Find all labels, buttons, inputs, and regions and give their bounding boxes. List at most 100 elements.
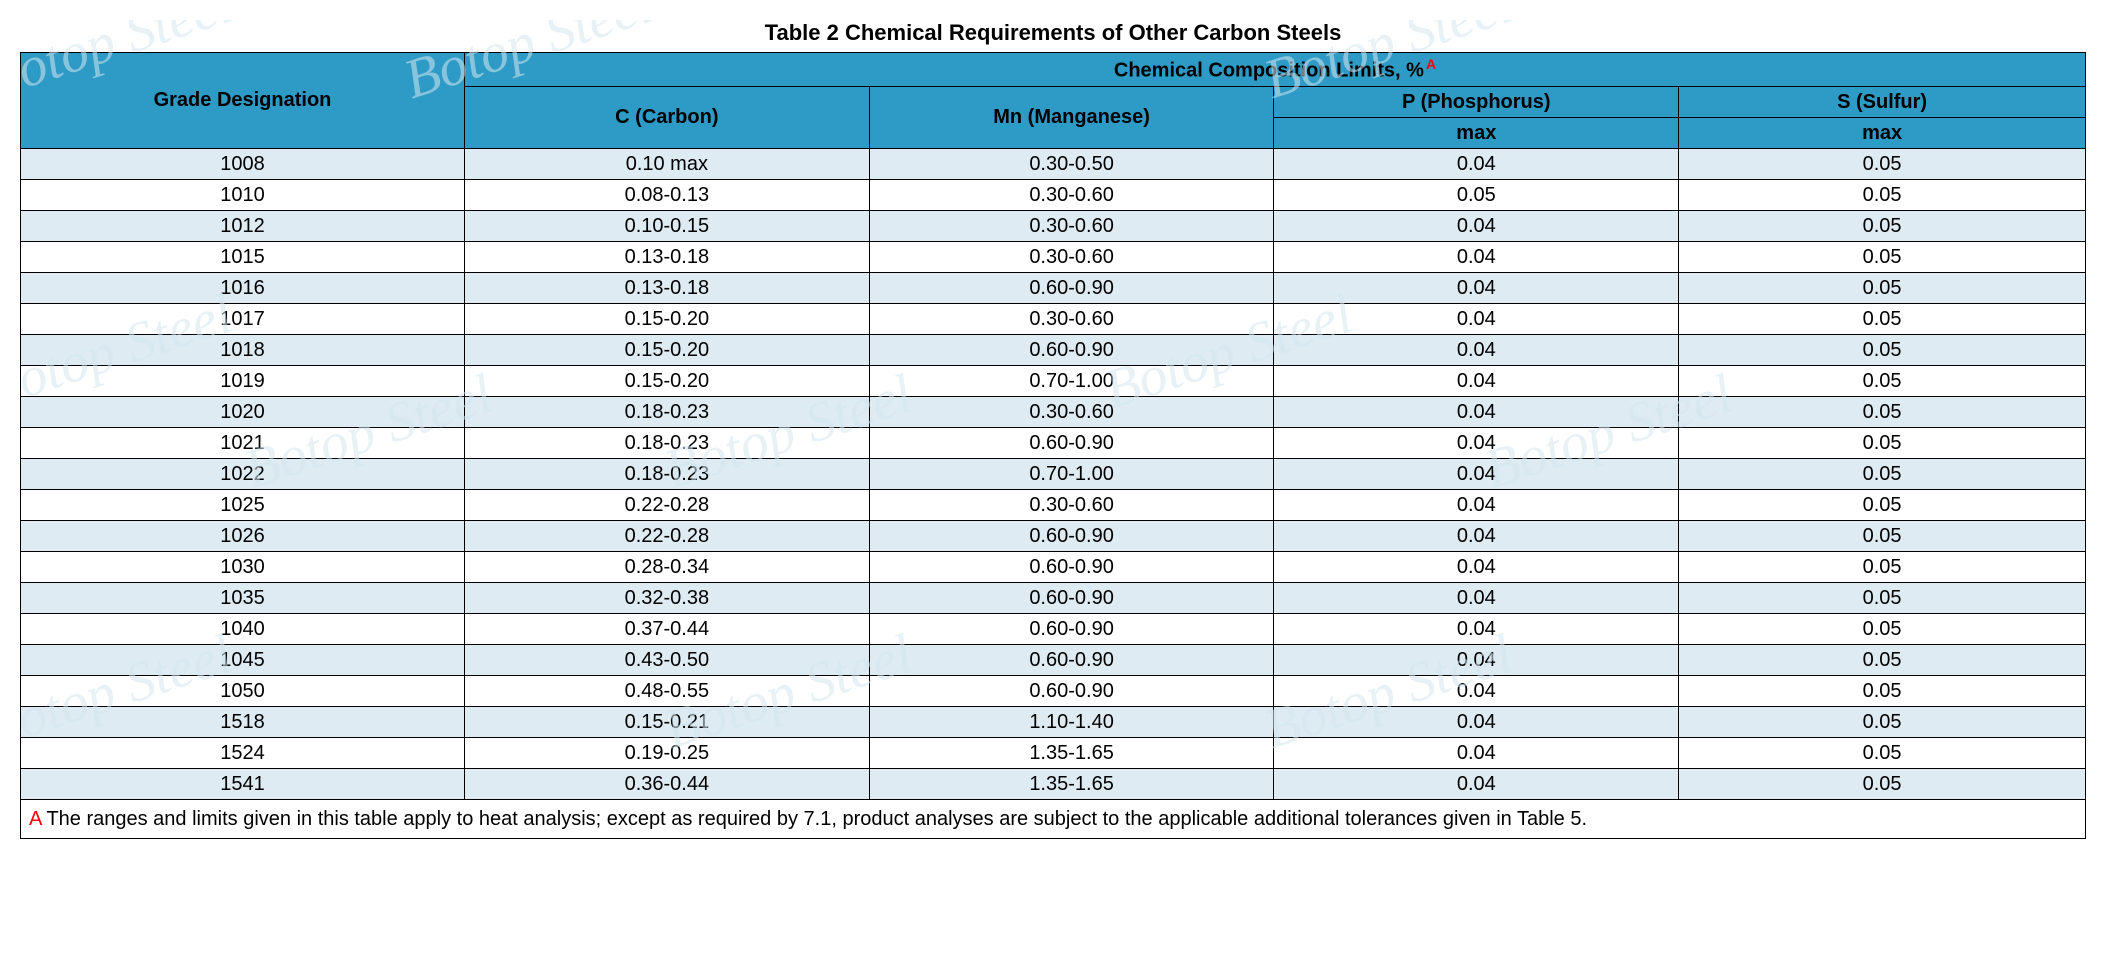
cell-grade: 1020 [21, 396, 465, 427]
table-row: 10210.18-0.230.60-0.900.040.05 [21, 427, 2086, 458]
cell-grade: 1015 [21, 241, 465, 272]
cell-s: 0.05 [1679, 365, 2086, 396]
cell-p: 0.04 [1274, 210, 1679, 241]
cell-mn: 0.60-0.90 [869, 582, 1274, 613]
cell-s: 0.05 [1679, 644, 2086, 675]
cell-grade: 1026 [21, 520, 465, 551]
cell-p: 0.04 [1274, 458, 1679, 489]
cell-mn: 0.60-0.90 [869, 334, 1274, 365]
cell-s: 0.05 [1679, 613, 2086, 644]
cell-mn: 0.70-1.00 [869, 365, 1274, 396]
composition-title-text: Chemical Composition Limits, % [1114, 60, 1424, 82]
cell-s: 0.05 [1679, 334, 2086, 365]
cell-s: 0.05 [1679, 179, 2086, 210]
cell-grade: 1524 [21, 737, 465, 768]
cell-s: 0.05 [1679, 303, 2086, 334]
cell-p: 0.04 [1274, 613, 1679, 644]
table-row: 10160.13-0.180.60-0.900.040.05 [21, 272, 2086, 303]
cell-s: 0.05 [1679, 272, 2086, 303]
cell-mn: 0.60-0.90 [869, 272, 1274, 303]
cell-s: 0.05 [1679, 768, 2086, 799]
cell-mn: 0.30-0.60 [869, 396, 1274, 427]
cell-c: 0.10 max [464, 148, 869, 179]
col-header-grade: Grade Designation [21, 53, 465, 149]
table-row: 10260.22-0.280.60-0.900.040.05 [21, 520, 2086, 551]
cell-p: 0.04 [1274, 365, 1679, 396]
cell-c: 0.48-0.55 [464, 675, 869, 706]
cell-grade: 1019 [21, 365, 465, 396]
cell-c: 0.22-0.28 [464, 489, 869, 520]
cell-mn: 0.60-0.90 [869, 675, 1274, 706]
table-row: 10190.15-0.200.70-1.000.040.05 [21, 365, 2086, 396]
table-row: 10200.18-0.230.30-0.600.040.05 [21, 396, 2086, 427]
cell-p: 0.04 [1274, 148, 1679, 179]
table-row: 10220.18-0.230.70-1.000.040.05 [21, 458, 2086, 489]
table-row: 10300.28-0.340.60-0.900.040.05 [21, 551, 2086, 582]
cell-s: 0.05 [1679, 458, 2086, 489]
col-header-carbon: C (Carbon) [464, 86, 869, 148]
cell-grade: 1010 [21, 179, 465, 210]
cell-c: 0.28-0.34 [464, 551, 869, 582]
cell-p: 0.04 [1274, 396, 1679, 427]
table-row: 10400.37-0.440.60-0.900.040.05 [21, 613, 2086, 644]
chemical-requirements-table: Grade Designation Chemical Composition L… [20, 52, 2086, 839]
cell-mn: 0.60-0.90 [869, 644, 1274, 675]
cell-p: 0.04 [1274, 520, 1679, 551]
cell-s: 0.05 [1679, 489, 2086, 520]
cell-c: 0.15-0.20 [464, 303, 869, 334]
table-row: 10180.15-0.200.60-0.900.040.05 [21, 334, 2086, 365]
cell-c: 0.15-0.20 [464, 334, 869, 365]
cell-s: 0.05 [1679, 396, 2086, 427]
cell-mn: 0.70-1.00 [869, 458, 1274, 489]
footnote-cell: A The ranges and limits given in this ta… [21, 799, 2086, 838]
cell-grade: 1021 [21, 427, 465, 458]
table-row: 10170.15-0.200.30-0.600.040.05 [21, 303, 2086, 334]
cell-mn: 0.60-0.90 [869, 520, 1274, 551]
table-row: 10150.13-0.180.30-0.600.040.05 [21, 241, 2086, 272]
cell-c: 0.08-0.13 [464, 179, 869, 210]
cell-s: 0.05 [1679, 148, 2086, 179]
cell-mn: 0.60-0.90 [869, 613, 1274, 644]
table-body: 10080.10 max0.30-0.500.040.0510100.08-0.… [21, 148, 2086, 799]
cell-s: 0.05 [1679, 427, 2086, 458]
cell-c: 0.18-0.23 [464, 427, 869, 458]
cell-grade: 1008 [21, 148, 465, 179]
col-header-composition-title: Chemical Composition Limits, %A [464, 53, 2085, 87]
cell-s: 0.05 [1679, 551, 2086, 582]
cell-s: 0.05 [1679, 737, 2086, 768]
table-row: 10350.32-0.380.60-0.900.040.05 [21, 582, 2086, 613]
col-header-manganese: Mn (Manganese) [869, 86, 1274, 148]
cell-p: 0.04 [1274, 334, 1679, 365]
cell-c: 0.15-0.20 [464, 365, 869, 396]
cell-mn: 0.30-0.60 [869, 210, 1274, 241]
cell-c: 0.36-0.44 [464, 768, 869, 799]
cell-p: 0.04 [1274, 303, 1679, 334]
col-header-phosphorus-sub: max [1274, 117, 1679, 148]
composition-superscript: A [1426, 56, 1436, 72]
table-container: Botop Steel Botop Steel Botop Steel Boto… [20, 20, 2086, 839]
col-header-sulfur-sub: max [1679, 117, 2086, 148]
cell-p: 0.04 [1274, 272, 1679, 303]
cell-p: 0.04 [1274, 427, 1679, 458]
cell-c: 0.13-0.18 [464, 241, 869, 272]
footnote-text: The ranges and limits given in this tabl… [41, 808, 1587, 830]
table-row: 10120.10-0.150.30-0.600.040.05 [21, 210, 2086, 241]
cell-grade: 1050 [21, 675, 465, 706]
cell-grade: 1016 [21, 272, 465, 303]
cell-s: 0.05 [1679, 520, 2086, 551]
cell-p: 0.04 [1274, 241, 1679, 272]
table-header: Grade Designation Chemical Composition L… [21, 53, 2086, 149]
cell-s: 0.05 [1679, 706, 2086, 737]
cell-grade: 1045 [21, 644, 465, 675]
cell-mn: 0.30-0.60 [869, 303, 1274, 334]
cell-p: 0.04 [1274, 768, 1679, 799]
cell-mn: 0.60-0.90 [869, 427, 1274, 458]
cell-grade: 1022 [21, 458, 465, 489]
cell-p: 0.04 [1274, 737, 1679, 768]
cell-p: 0.04 [1274, 489, 1679, 520]
cell-s: 0.05 [1679, 582, 2086, 613]
cell-c: 0.43-0.50 [464, 644, 869, 675]
cell-grade: 1017 [21, 303, 465, 334]
cell-c: 0.19-0.25 [464, 737, 869, 768]
cell-mn: 0.30-0.60 [869, 489, 1274, 520]
